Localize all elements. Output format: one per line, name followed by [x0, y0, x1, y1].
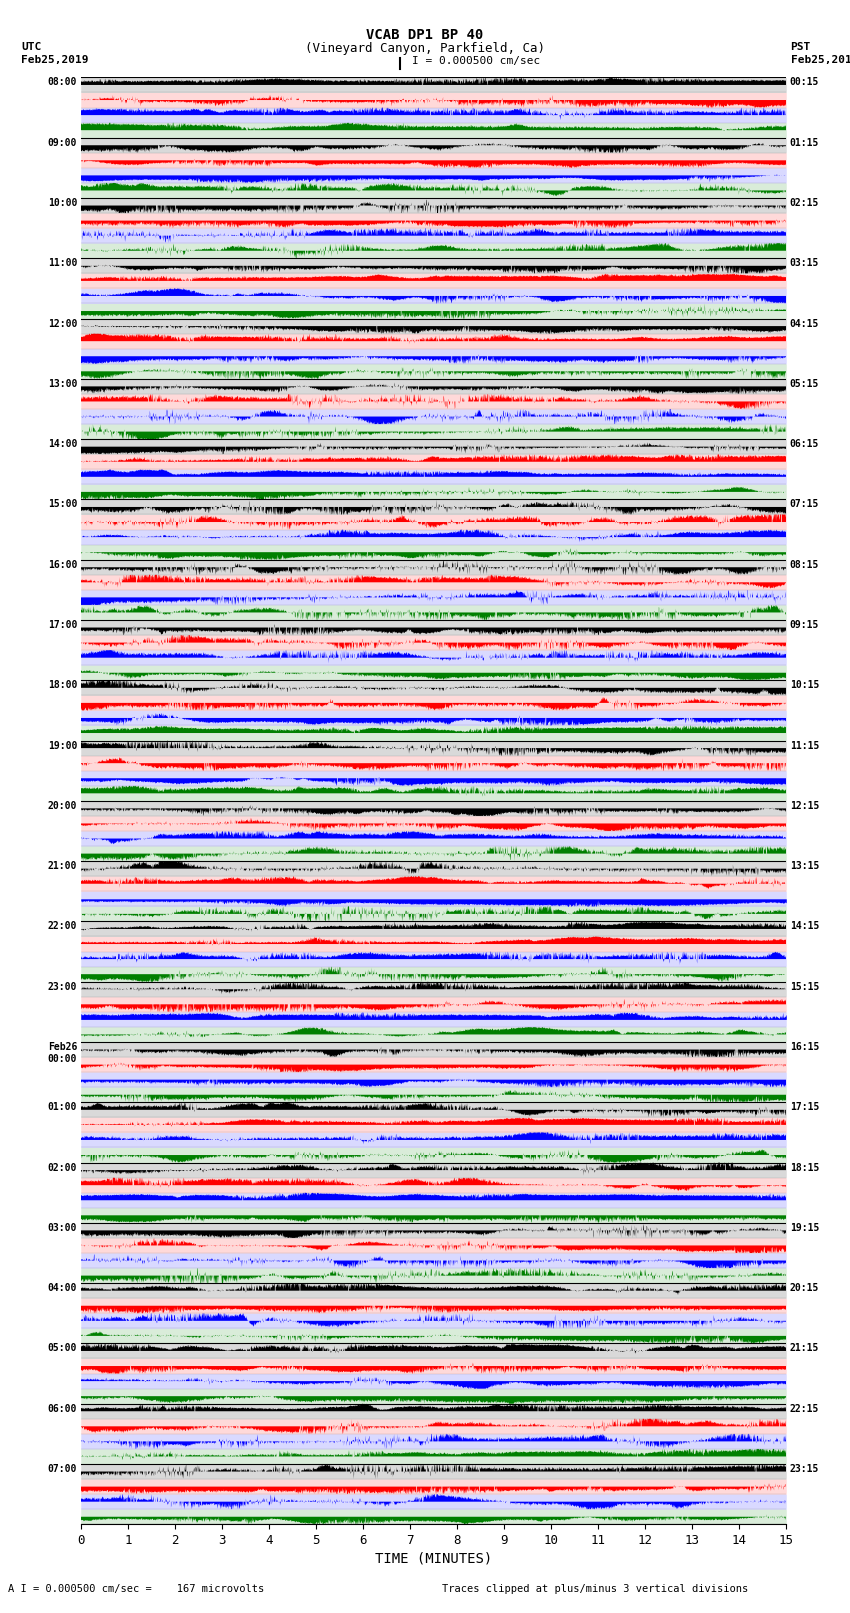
Text: 05:15: 05:15 — [790, 379, 819, 389]
Text: 17:00: 17:00 — [48, 619, 77, 631]
Text: 21:15: 21:15 — [790, 1344, 819, 1353]
Text: UTC: UTC — [21, 42, 42, 52]
Text: 07:15: 07:15 — [790, 500, 819, 510]
Text: Traces clipped at plus/minus 3 vertical divisions: Traces clipped at plus/minus 3 vertical … — [442, 1584, 748, 1594]
Text: 03:15: 03:15 — [790, 258, 819, 268]
Text: 11:15: 11:15 — [790, 740, 819, 750]
Text: 22:00: 22:00 — [48, 921, 77, 931]
Text: 04:15: 04:15 — [790, 319, 819, 329]
Text: 09:15: 09:15 — [790, 619, 819, 631]
Text: 12:00: 12:00 — [48, 319, 77, 329]
Text: 15:15: 15:15 — [790, 982, 819, 992]
Text: 23:15: 23:15 — [790, 1465, 819, 1474]
Text: 15:00: 15:00 — [48, 500, 77, 510]
Text: PST: PST — [790, 42, 811, 52]
Text: 23:00: 23:00 — [48, 982, 77, 992]
Text: 14:15: 14:15 — [790, 921, 819, 931]
Text: 21:00: 21:00 — [48, 861, 77, 871]
Text: 10:15: 10:15 — [790, 681, 819, 690]
Text: A I = 0.000500 cm/sec =    167 microvolts: A I = 0.000500 cm/sec = 167 microvolts — [8, 1584, 264, 1594]
Text: I = 0.000500 cm/sec: I = 0.000500 cm/sec — [412, 56, 541, 66]
Text: 22:15: 22:15 — [790, 1403, 819, 1413]
Text: 19:00: 19:00 — [48, 740, 77, 750]
Text: 02:15: 02:15 — [790, 198, 819, 208]
Text: 04:00: 04:00 — [48, 1284, 77, 1294]
Text: 12:15: 12:15 — [790, 800, 819, 811]
Text: 06:00: 06:00 — [48, 1403, 77, 1413]
Text: 20:00: 20:00 — [48, 800, 77, 811]
Text: (Vineyard Canyon, Parkfield, Ca): (Vineyard Canyon, Parkfield, Ca) — [305, 42, 545, 55]
Text: 11:00: 11:00 — [48, 258, 77, 268]
Text: 01:00: 01:00 — [48, 1102, 77, 1113]
X-axis label: TIME (MINUTES): TIME (MINUTES) — [375, 1552, 492, 1565]
Text: 08:00: 08:00 — [48, 77, 77, 87]
Text: 18:00: 18:00 — [48, 681, 77, 690]
Text: Feb25,2019: Feb25,2019 — [790, 55, 850, 65]
Text: 03:00: 03:00 — [48, 1223, 77, 1232]
Text: 13:15: 13:15 — [790, 861, 819, 871]
Text: 16:15: 16:15 — [790, 1042, 819, 1052]
Text: 07:00: 07:00 — [48, 1465, 77, 1474]
Text: 01:15: 01:15 — [790, 137, 819, 148]
Text: 19:15: 19:15 — [790, 1223, 819, 1232]
Text: 08:15: 08:15 — [790, 560, 819, 569]
Text: Feb26
00:00: Feb26 00:00 — [48, 1042, 77, 1063]
Text: 17:15: 17:15 — [790, 1102, 819, 1113]
Text: Feb25,2019: Feb25,2019 — [21, 55, 88, 65]
Text: 09:00: 09:00 — [48, 137, 77, 148]
Text: 05:00: 05:00 — [48, 1344, 77, 1353]
Text: 20:15: 20:15 — [790, 1284, 819, 1294]
Text: 06:15: 06:15 — [790, 439, 819, 448]
Text: 02:00: 02:00 — [48, 1163, 77, 1173]
Text: 14:00: 14:00 — [48, 439, 77, 448]
Text: VCAB DP1 BP 40: VCAB DP1 BP 40 — [366, 27, 484, 42]
Text: 10:00: 10:00 — [48, 198, 77, 208]
Text: 16:00: 16:00 — [48, 560, 77, 569]
Text: 18:15: 18:15 — [790, 1163, 819, 1173]
Text: 00:15: 00:15 — [790, 77, 819, 87]
Text: 13:00: 13:00 — [48, 379, 77, 389]
